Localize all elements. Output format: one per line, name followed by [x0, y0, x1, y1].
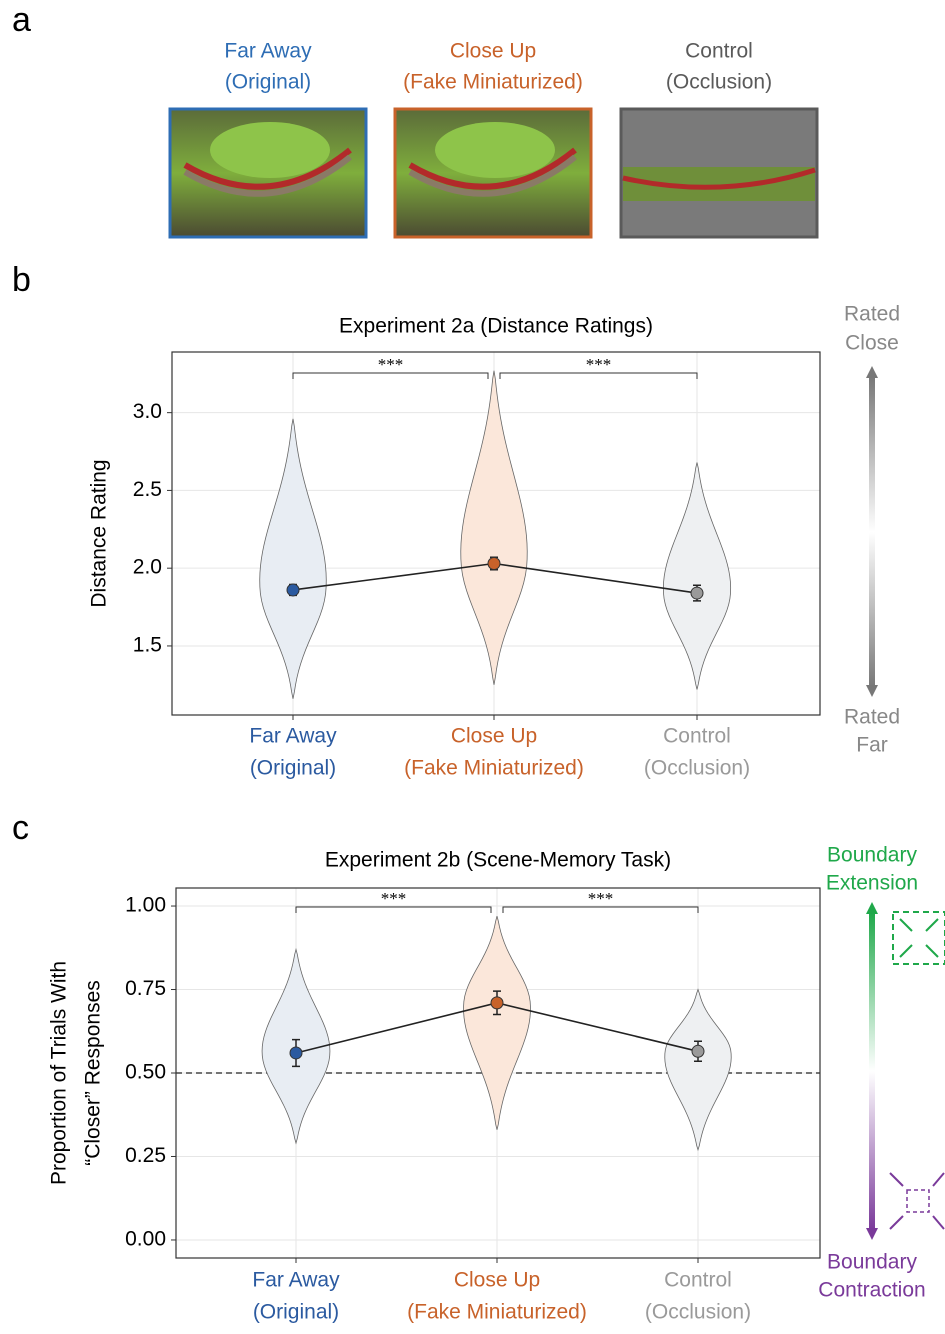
- violin: [259, 418, 327, 699]
- side-label: Rated: [844, 303, 900, 326]
- x-tick-label: (Original): [250, 757, 336, 780]
- chart-title: Experiment 2a (Distance Ratings): [339, 315, 653, 338]
- side-label: Far: [856, 734, 888, 757]
- side-legend: Boundary Extension Boundary Contraction: [818, 844, 945, 1302]
- x-tick-label: Close Up: [454, 1269, 540, 1292]
- x-tick-label: Close Up: [451, 725, 537, 748]
- violin: [463, 915, 531, 1130]
- arrow-head: [866, 366, 878, 378]
- side-label: Contraction: [818, 1279, 925, 1302]
- contraction-icon: [906, 1189, 930, 1213]
- extension-arrows: [899, 918, 939, 958]
- x-tick-label: (Occlusion): [645, 1301, 751, 1324]
- y-tick-label: 2.5: [133, 478, 162, 501]
- significance-bracket: [502, 906, 699, 913]
- image-title: (Occlusion): [666, 71, 772, 94]
- viaduct: [408, 154, 577, 197]
- side-label: Close: [845, 332, 899, 355]
- arrow-head: [866, 902, 878, 914]
- image-row: Far Away (Original) Close Up (Fake Miniatur…: [168, 40, 819, 239]
- mean-point: [691, 1044, 705, 1058]
- chart-title: Experiment 2b (Scene-Memory Task): [325, 849, 671, 872]
- panel-label: c: [12, 809, 29, 847]
- train: [183, 147, 352, 190]
- y-tick-label: 1.00: [125, 894, 166, 917]
- x-tick-label: Control: [663, 725, 731, 748]
- x-tick-label: (Fake Miniaturized): [404, 757, 584, 780]
- x-tick-label: (Fake Miniaturized): [407, 1301, 587, 1324]
- x-tick-label: Far Away: [249, 725, 337, 748]
- image-title: (Fake Miniaturized): [403, 71, 583, 94]
- significance-label: ***: [378, 355, 404, 374]
- image-frame: [619, 107, 819, 239]
- x-tick-label: Control: [664, 1269, 732, 1292]
- image-frame: [168, 107, 368, 239]
- y-tick-label: 2.0: [133, 556, 162, 579]
- y-tick-label: 1.5: [133, 633, 162, 656]
- x-tick-label: Far Away: [252, 1269, 340, 1292]
- train: [622, 167, 816, 190]
- contraction-arrows: [889, 1172, 945, 1230]
- gradient-arrow: [869, 376, 875, 688]
- significance-bracket: [292, 372, 489, 379]
- panel-label: b: [12, 261, 31, 299]
- x-tick-label: (Original): [253, 1301, 339, 1324]
- y-tick-label: 0.50: [125, 1061, 166, 1084]
- significance-label: ***: [586, 355, 612, 374]
- panel-label: a: [12, 1, 31, 39]
- field: [210, 122, 330, 178]
- mean-point: [690, 586, 704, 600]
- arrow-head: [866, 1228, 878, 1240]
- image-frame: [393, 107, 593, 239]
- gradient-arrow: [869, 912, 875, 1230]
- mean-point: [286, 583, 300, 597]
- chart: b Experiment 2a (Distance Ratings) 1.5 2.0 2…: [12, 261, 821, 780]
- y-tick-label: 0.00: [125, 1228, 166, 1251]
- train: [408, 147, 577, 190]
- significance-bracket: [295, 906, 492, 913]
- extension-icon: [892, 911, 945, 965]
- viaduct: [183, 154, 352, 197]
- mean-point: [487, 557, 501, 571]
- x-tick-label: (Occlusion): [644, 757, 750, 780]
- significance-label: ***: [588, 889, 614, 908]
- chart: c Experiment 2b (Scene-Memory Task) 0.00 0.…: [12, 809, 821, 1324]
- image-title: Far Away: [224, 40, 312, 63]
- plot-frame: [171, 351, 821, 716]
- y-axis-label: Proportion of Trials With: [48, 961, 71, 1185]
- side-label: Rated: [844, 706, 900, 729]
- significance-label: ***: [381, 889, 407, 908]
- plot-frame: [175, 887, 821, 1259]
- side-label: Boundary: [827, 1251, 917, 1274]
- mean-point: [289, 1046, 303, 1060]
- y-tick-label: 0.25: [125, 1144, 166, 1167]
- side-label: Boundary: [827, 844, 917, 867]
- y-axis-label: “Closer” Responses: [82, 980, 105, 1166]
- side-label: Extension: [826, 872, 918, 895]
- image-title: (Original): [225, 71, 311, 94]
- y-axis-label: Distance Rating: [88, 459, 111, 607]
- violin: [460, 370, 528, 685]
- mean-point: [490, 996, 504, 1010]
- image-title: Control: [685, 40, 753, 63]
- y-tick-label: 0.75: [125, 977, 166, 1000]
- image-title: Close Up: [450, 40, 536, 63]
- side-legend: Rated Close Rated Far: [844, 303, 900, 757]
- significance-bracket: [499, 372, 698, 379]
- violin: [662, 462, 732, 690]
- arrow-head: [866, 685, 878, 697]
- violin: [664, 988, 732, 1152]
- field: [435, 122, 555, 178]
- y-tick-label: 3.0: [133, 400, 162, 423]
